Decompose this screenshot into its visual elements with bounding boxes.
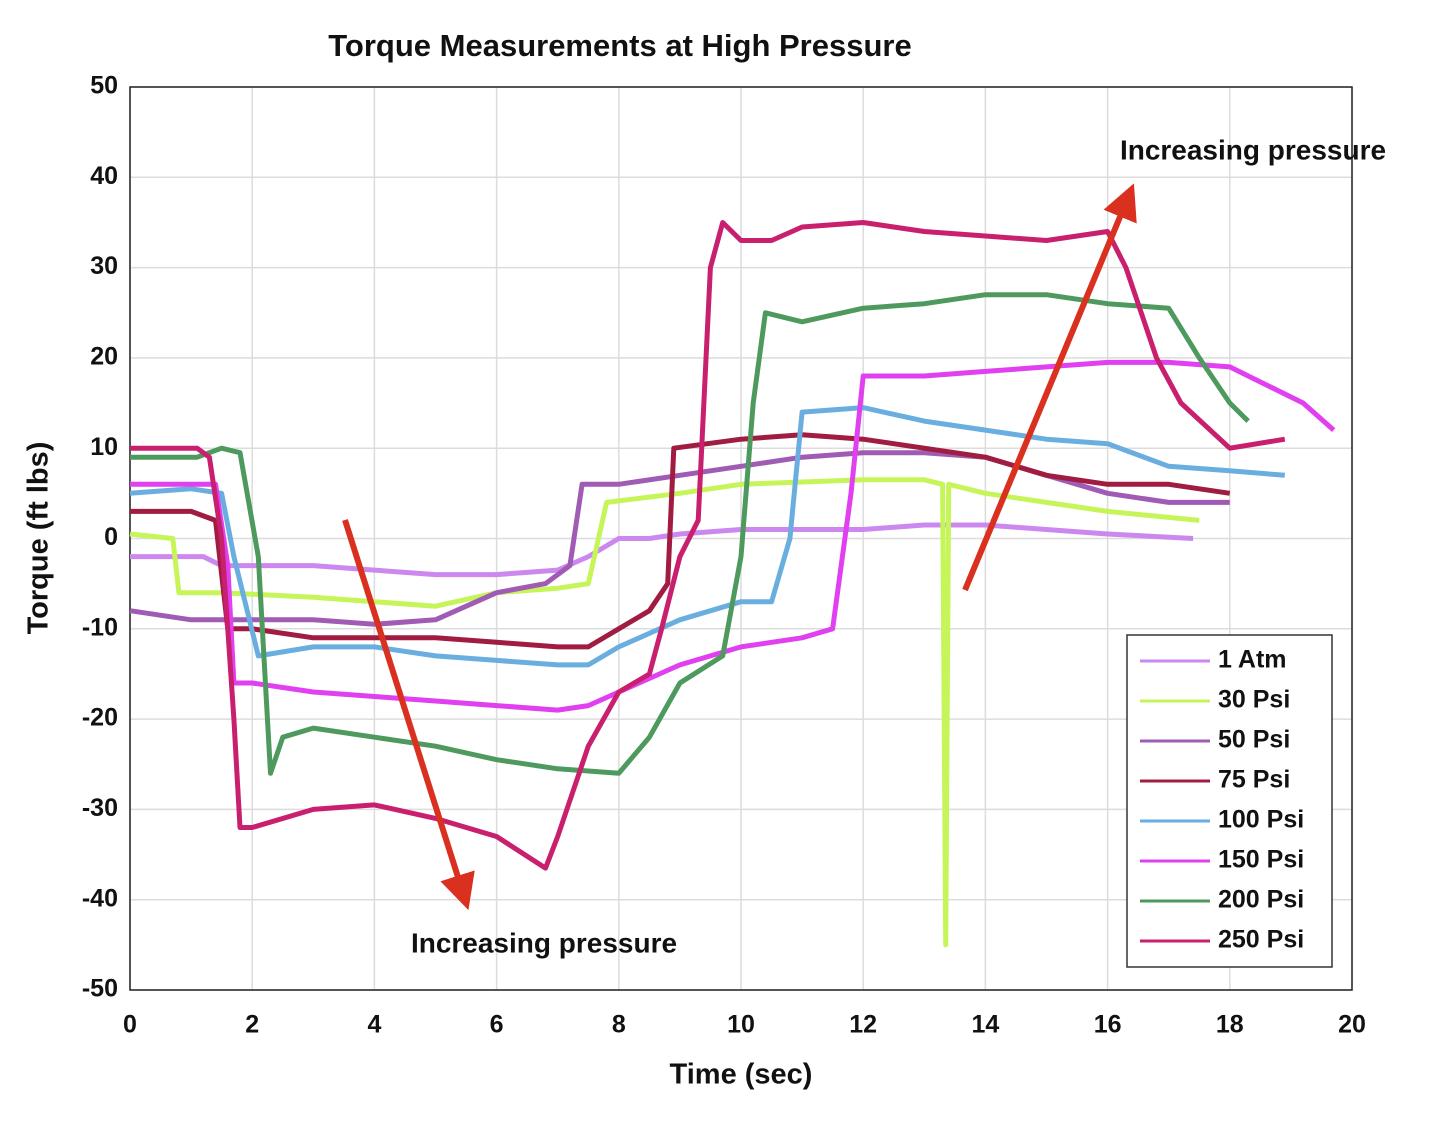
series-line xyxy=(130,522,1194,578)
x-axis-label: Time (sec) xyxy=(670,1059,813,1091)
legend-label: 150 Psi xyxy=(1218,846,1304,874)
x-tick-label: 8 xyxy=(612,1011,626,1039)
x-tick-label: 0 xyxy=(123,1011,137,1039)
y-tick-label: -50 xyxy=(82,975,118,1003)
y-tick-label: 50 xyxy=(90,72,118,100)
legend: 1 Atm 30 Psi 50 Psi 75 Psi 100 Psi 150 Psi 200… xyxy=(1126,634,1333,968)
legend-label: 30 Psi xyxy=(1218,686,1290,714)
series-line xyxy=(129,405,1286,668)
x-tick-label: 6 xyxy=(490,1011,504,1039)
legend-label: 50 Psi xyxy=(1218,726,1290,754)
legend-label: 100 Psi xyxy=(1218,806,1304,834)
x-tick-label: 4 xyxy=(367,1011,381,1039)
x-tick-label: 16 xyxy=(1094,1011,1122,1039)
plot-frame xyxy=(129,86,1353,991)
series-line xyxy=(130,359,1336,713)
legend-label: 200 Psi xyxy=(1218,886,1304,914)
y-tick-label: -40 xyxy=(82,884,118,912)
series-line xyxy=(130,292,1250,776)
legend-box xyxy=(1126,634,1333,968)
y-tick-label: 20 xyxy=(90,343,118,371)
legend-label: 1 Atm xyxy=(1218,646,1287,674)
series-line xyxy=(130,432,1231,650)
arrow xyxy=(342,519,475,911)
plot-area: 0 2 4 6 8 10 12 14 16 18 20 -50 -40 -30 -20 -10 0 10 20 30 4… xyxy=(82,72,1366,1039)
arrow xyxy=(962,183,1137,592)
y-tick-label: 0 xyxy=(104,523,118,551)
x-tick-label: 12 xyxy=(849,1011,877,1039)
series-line xyxy=(130,220,1286,871)
y-tick-label: -10 xyxy=(82,613,118,641)
y-axis-label: Torque (ft lbs) xyxy=(23,442,55,635)
y-tick-label: 30 xyxy=(90,252,118,280)
chart-title: Torque Measurements at High Pressure xyxy=(328,28,911,63)
x-tick-label: 14 xyxy=(971,1011,999,1039)
series-line xyxy=(129,477,1200,948)
y-tick-label: -30 xyxy=(82,794,118,822)
annotation: Increasing pressure xyxy=(411,927,677,958)
legend-label: 250 Psi xyxy=(1218,926,1304,954)
y-tick-label: 40 xyxy=(90,162,118,190)
x-tick-label: 2 xyxy=(245,1011,259,1039)
legend-label: 75 Psi xyxy=(1218,766,1290,794)
x-tick-label: 10 xyxy=(727,1011,755,1039)
x-tick-label: 20 xyxy=(1338,1011,1366,1039)
y-tick-label: 10 xyxy=(90,433,118,461)
y-tick-label: -20 xyxy=(82,704,118,732)
x-tick-label: 18 xyxy=(1216,1011,1244,1039)
annotation: Increasing pressure xyxy=(1120,134,1386,165)
